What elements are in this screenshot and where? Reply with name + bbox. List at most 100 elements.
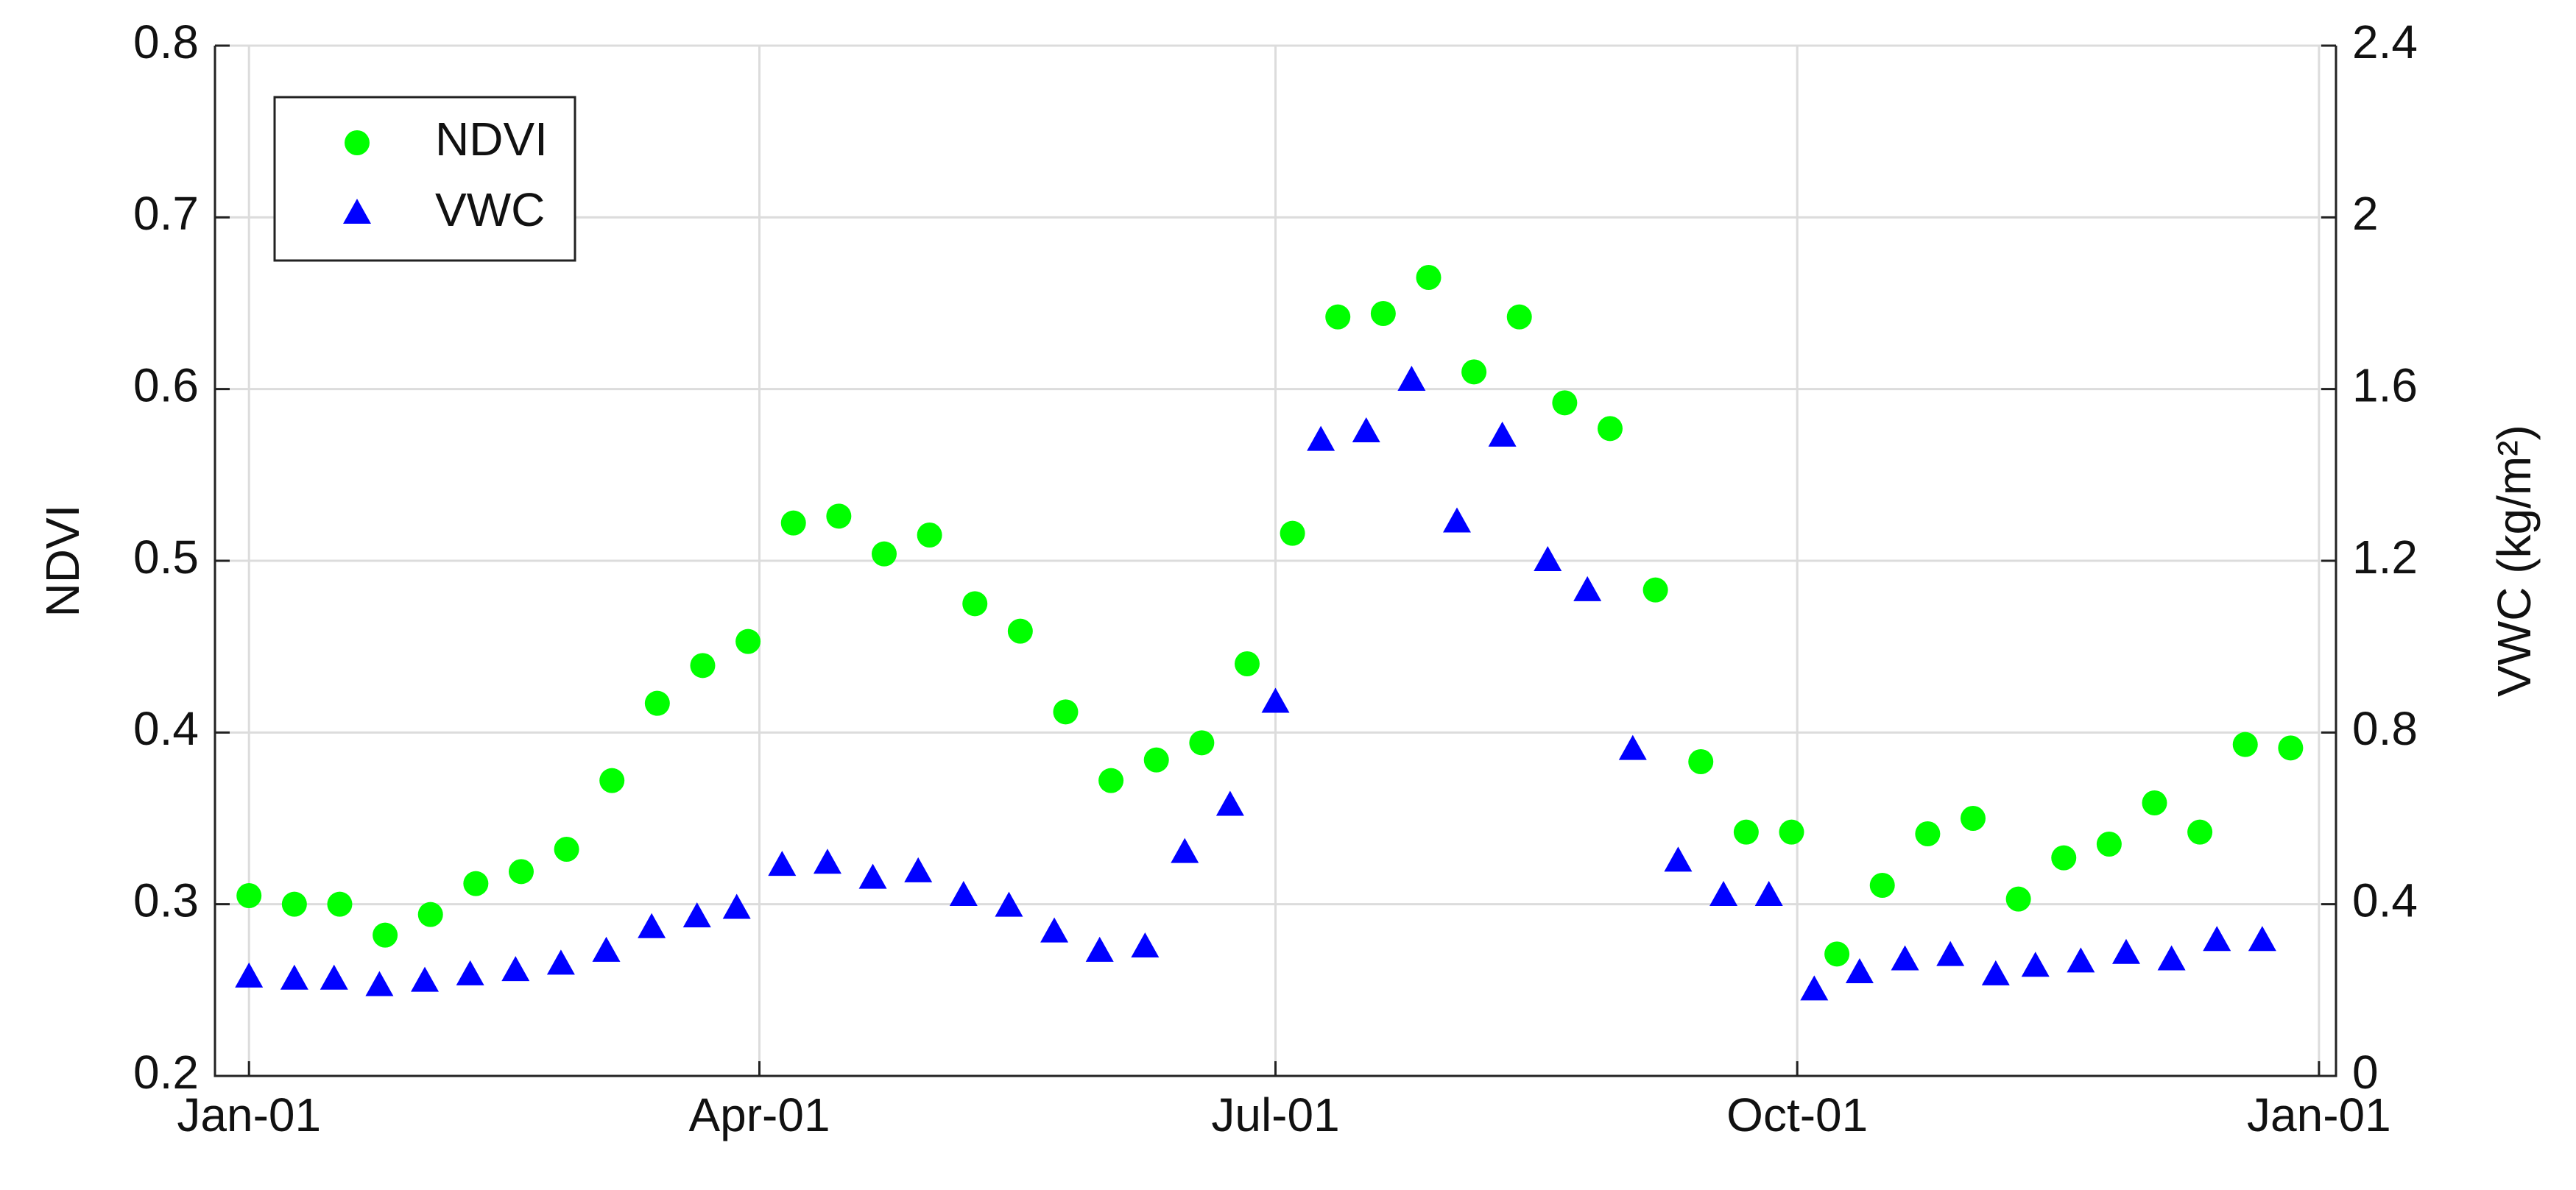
- marker: [2232, 732, 2258, 757]
- marker: [2005, 886, 2031, 912]
- y2-tick-label: 2.4: [2352, 15, 2418, 68]
- marker: [962, 591, 988, 617]
- marker: [949, 881, 978, 906]
- marker: [373, 922, 398, 948]
- y-axis-label: NDVI: [36, 505, 89, 617]
- marker: [1325, 304, 1351, 330]
- marker: [1800, 975, 1829, 1001]
- marker: [599, 768, 625, 793]
- marker: [280, 964, 308, 990]
- marker: [417, 902, 443, 927]
- legend-box: [273, 96, 576, 262]
- axes: [214, 46, 2337, 1077]
- marker: [917, 523, 942, 548]
- marker: [1131, 932, 1160, 957]
- y2-tick-label: 0: [2352, 1046, 2379, 1099]
- y2-axis-label: VWC (kg/m²): [2488, 425, 2541, 697]
- x-tick-label: Jul-01: [1211, 1088, 1339, 1141]
- x-tick-label: Apr-01: [688, 1088, 830, 1141]
- marker: [236, 883, 262, 908]
- marker: [554, 837, 579, 862]
- marker: [1891, 945, 1919, 971]
- marker: [2187, 819, 2213, 845]
- y2-tick-label: 0.4: [2352, 874, 2418, 927]
- marker: [1845, 958, 1874, 983]
- y2-tick-label: 1.6: [2352, 359, 2418, 412]
- marker: [813, 849, 841, 874]
- marker: [1754, 881, 1783, 906]
- marker: [1171, 837, 1199, 863]
- marker: [780, 510, 806, 536]
- marker: [722, 893, 751, 919]
- y-tick-label: 0.2: [133, 1046, 199, 1099]
- marker: [1352, 417, 1380, 442]
- marker: [411, 966, 440, 992]
- x-tick-label: Jan-01: [177, 1088, 321, 1141]
- marker: [1261, 687, 1290, 713]
- y-tick-label: 0.7: [133, 187, 199, 240]
- marker: [327, 891, 353, 917]
- marker: [1143, 747, 1169, 773]
- y-tick-label: 0.3: [133, 874, 199, 927]
- marker: [1007, 618, 1033, 644]
- marker: [1960, 806, 1986, 831]
- marker: [858, 863, 887, 889]
- marker: [2203, 926, 2231, 952]
- marker: [1688, 749, 1714, 774]
- marker: [1189, 730, 1215, 756]
- marker: [871, 541, 897, 567]
- marker: [1981, 960, 2010, 985]
- marker: [2157, 945, 2186, 971]
- marker: [2142, 790, 2167, 815]
- marker: [1234, 651, 1260, 676]
- marker: [1733, 819, 1759, 845]
- marker: [1215, 790, 1244, 816]
- legend-label: NDVI: [435, 113, 548, 166]
- marker: [735, 628, 761, 654]
- marker: [365, 971, 394, 996]
- marker: [2051, 845, 2077, 871]
- marker: [2096, 832, 2122, 857]
- marker: [1709, 881, 1738, 906]
- marker: [2248, 926, 2276, 952]
- marker: [1664, 846, 1693, 872]
- y2-tick-label: 0.8: [2352, 702, 2418, 755]
- x-tick-label: Oct-01: [1726, 1088, 1868, 1141]
- marker: [1936, 941, 1965, 966]
- marker: [1397, 366, 1426, 391]
- y-tick-label: 0.5: [133, 531, 199, 584]
- marker: [1534, 546, 1562, 571]
- marker: [1506, 304, 1532, 330]
- marker: [1552, 390, 1578, 416]
- marker: [682, 902, 711, 928]
- marker: [1040, 917, 1069, 943]
- marker: [904, 857, 933, 882]
- marker: [508, 859, 534, 885]
- marker: [592, 936, 621, 962]
- marker: [1416, 265, 1441, 290]
- marker: [1098, 768, 1124, 793]
- y2-tick-label: 2: [2352, 187, 2379, 240]
- marker: [2278, 735, 2304, 761]
- marker: [1597, 416, 1623, 442]
- marker: [826, 503, 852, 529]
- marker: [1824, 941, 1850, 967]
- marker: [235, 962, 264, 988]
- legend: NDVI VWC: [273, 96, 576, 262]
- marker: [1307, 425, 1335, 451]
- legend-label: VWC: [435, 183, 545, 236]
- marker: [1443, 507, 1472, 533]
- marker: [281, 891, 307, 917]
- marker: [2111, 938, 2140, 964]
- legend-marker: [345, 130, 370, 155]
- marker: [1488, 421, 1517, 447]
- marker: [690, 653, 716, 679]
- y-tick-label: 0.6: [133, 359, 199, 412]
- marker: [1779, 819, 1804, 845]
- y2-tick-label: 1.2: [2352, 531, 2418, 584]
- x-tick-label: Jan-01: [2247, 1088, 2391, 1141]
- marker: [1915, 821, 1941, 846]
- marker: [320, 964, 348, 990]
